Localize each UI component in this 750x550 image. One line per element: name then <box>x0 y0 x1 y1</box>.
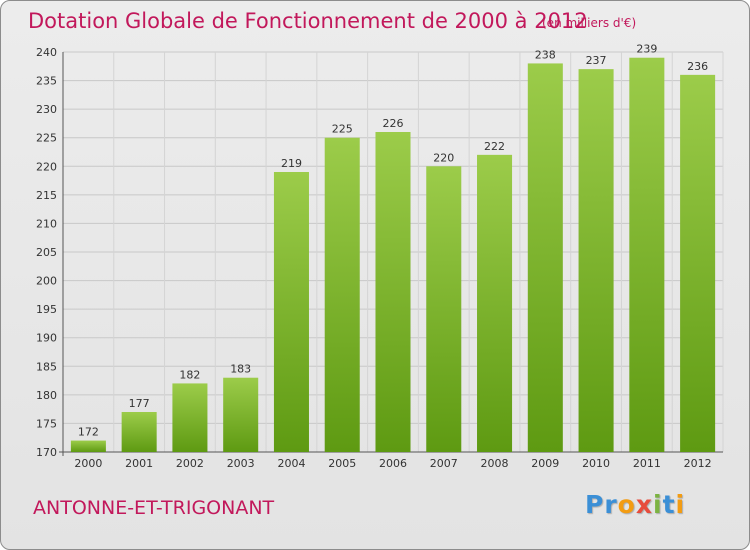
y-tick-label: 185 <box>36 360 57 373</box>
logo-letter: r <box>604 490 618 519</box>
bar-value-label: 239 <box>636 43 657 56</box>
bar[interactable] <box>172 383 208 452</box>
x-tick-label: 2004 <box>277 457 305 470</box>
bar-value-label: 236 <box>687 60 708 73</box>
x-tick-label: 2009 <box>531 457 559 470</box>
y-tick-label: 215 <box>36 189 57 202</box>
y-tick-label: 190 <box>36 332 57 345</box>
y-tick-label: 200 <box>36 275 57 288</box>
y-tick-label: 240 <box>36 46 57 59</box>
bar-value-label: 219 <box>281 157 302 170</box>
y-tick-label: 195 <box>36 303 57 316</box>
bar-value-label: 182 <box>179 368 200 381</box>
y-tick-label: 180 <box>36 389 57 402</box>
x-tick-label: 2011 <box>633 457 661 470</box>
x-tick-label: 2003 <box>227 457 255 470</box>
bar[interactable] <box>70 440 106 452</box>
bar-value-label: 226 <box>383 117 404 130</box>
chart-title: Dotation Globale de Fonctionnement de 20… <box>28 9 588 33</box>
proxiti-logo[interactable]: Proxiti <box>585 490 685 519</box>
x-tick-label: 2006 <box>379 457 407 470</box>
bar[interactable] <box>527 63 563 453</box>
chart-subtitle: (en milliers d'€) <box>542 16 637 30</box>
x-tick-label: 2005 <box>328 457 356 470</box>
logo-letter: t <box>662 490 676 519</box>
logo-letter: x <box>635 490 653 519</box>
x-tick-label: 2012 <box>684 457 712 470</box>
logo-letter: o <box>617 490 636 519</box>
commune-name: ANTONNE-ET-TRIGONANT <box>33 497 275 519</box>
bar-value-label: 225 <box>332 123 353 136</box>
bar[interactable] <box>477 154 513 452</box>
x-tick-label: 2002 <box>176 457 204 470</box>
bar[interactable] <box>273 172 309 452</box>
logo-letter: i <box>653 490 663 519</box>
bar-value-label: 238 <box>535 48 556 61</box>
y-tick-label: 235 <box>36 75 57 88</box>
bar[interactable] <box>121 412 157 452</box>
bar-value-label: 222 <box>484 140 505 153</box>
bar[interactable] <box>578 69 614 453</box>
bar[interactable] <box>223 377 259 452</box>
bar-value-label: 172 <box>78 426 99 439</box>
bar[interactable] <box>324 137 360 452</box>
bar-value-label: 183 <box>230 363 251 376</box>
y-tick-label: 175 <box>36 417 57 430</box>
labels: 170 175 180 185 190 195 200 205 210 215 220 225 230 2… <box>36 43 712 470</box>
bar-value-label: 237 <box>586 54 607 67</box>
x-tick-label: 2008 <box>481 457 509 470</box>
y-tick-label: 220 <box>36 160 57 173</box>
bar[interactable] <box>629 57 665 452</box>
y-tick-label: 170 <box>36 446 57 459</box>
logo-letter: i <box>675 490 686 519</box>
y-tick-label: 210 <box>36 217 57 230</box>
bar[interactable] <box>680 74 716 452</box>
x-tick-label: 2001 <box>125 457 153 470</box>
bar[interactable] <box>375 132 411 452</box>
bar-value-label: 177 <box>129 397 150 410</box>
y-tick-label: 205 <box>36 246 57 259</box>
x-tick-label: 2007 <box>430 457 458 470</box>
y-tick-label: 230 <box>36 103 57 116</box>
logo-letter: P <box>585 490 605 519</box>
x-tick-label: 2000 <box>74 457 102 470</box>
bars <box>70 57 716 453</box>
y-tick-label: 225 <box>36 132 57 145</box>
bar[interactable] <box>426 166 462 453</box>
bar-value-label: 220 <box>433 151 454 164</box>
x-tick-label: 2010 <box>582 457 610 470</box>
